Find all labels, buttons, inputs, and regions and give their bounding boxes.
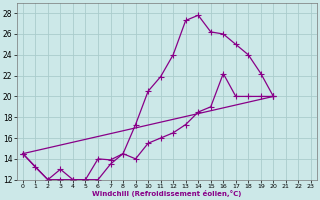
X-axis label: Windchill (Refroidissement éolien,°C): Windchill (Refroidissement éolien,°C): [92, 190, 242, 197]
